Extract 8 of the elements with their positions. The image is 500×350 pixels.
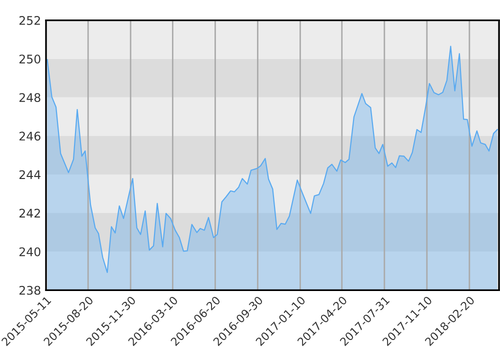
y-tick-label: 252 xyxy=(19,16,40,25)
y-tick-label: 244 xyxy=(19,170,40,179)
y-tick-label: 242 xyxy=(19,208,40,218)
y-tick-label: 250 xyxy=(19,54,40,64)
y-tick-label: 246 xyxy=(19,132,40,141)
y-tick-label: 248 xyxy=(19,93,40,102)
y-tick-label: 240 xyxy=(19,247,40,256)
y-tick-label: 238 xyxy=(19,286,40,295)
